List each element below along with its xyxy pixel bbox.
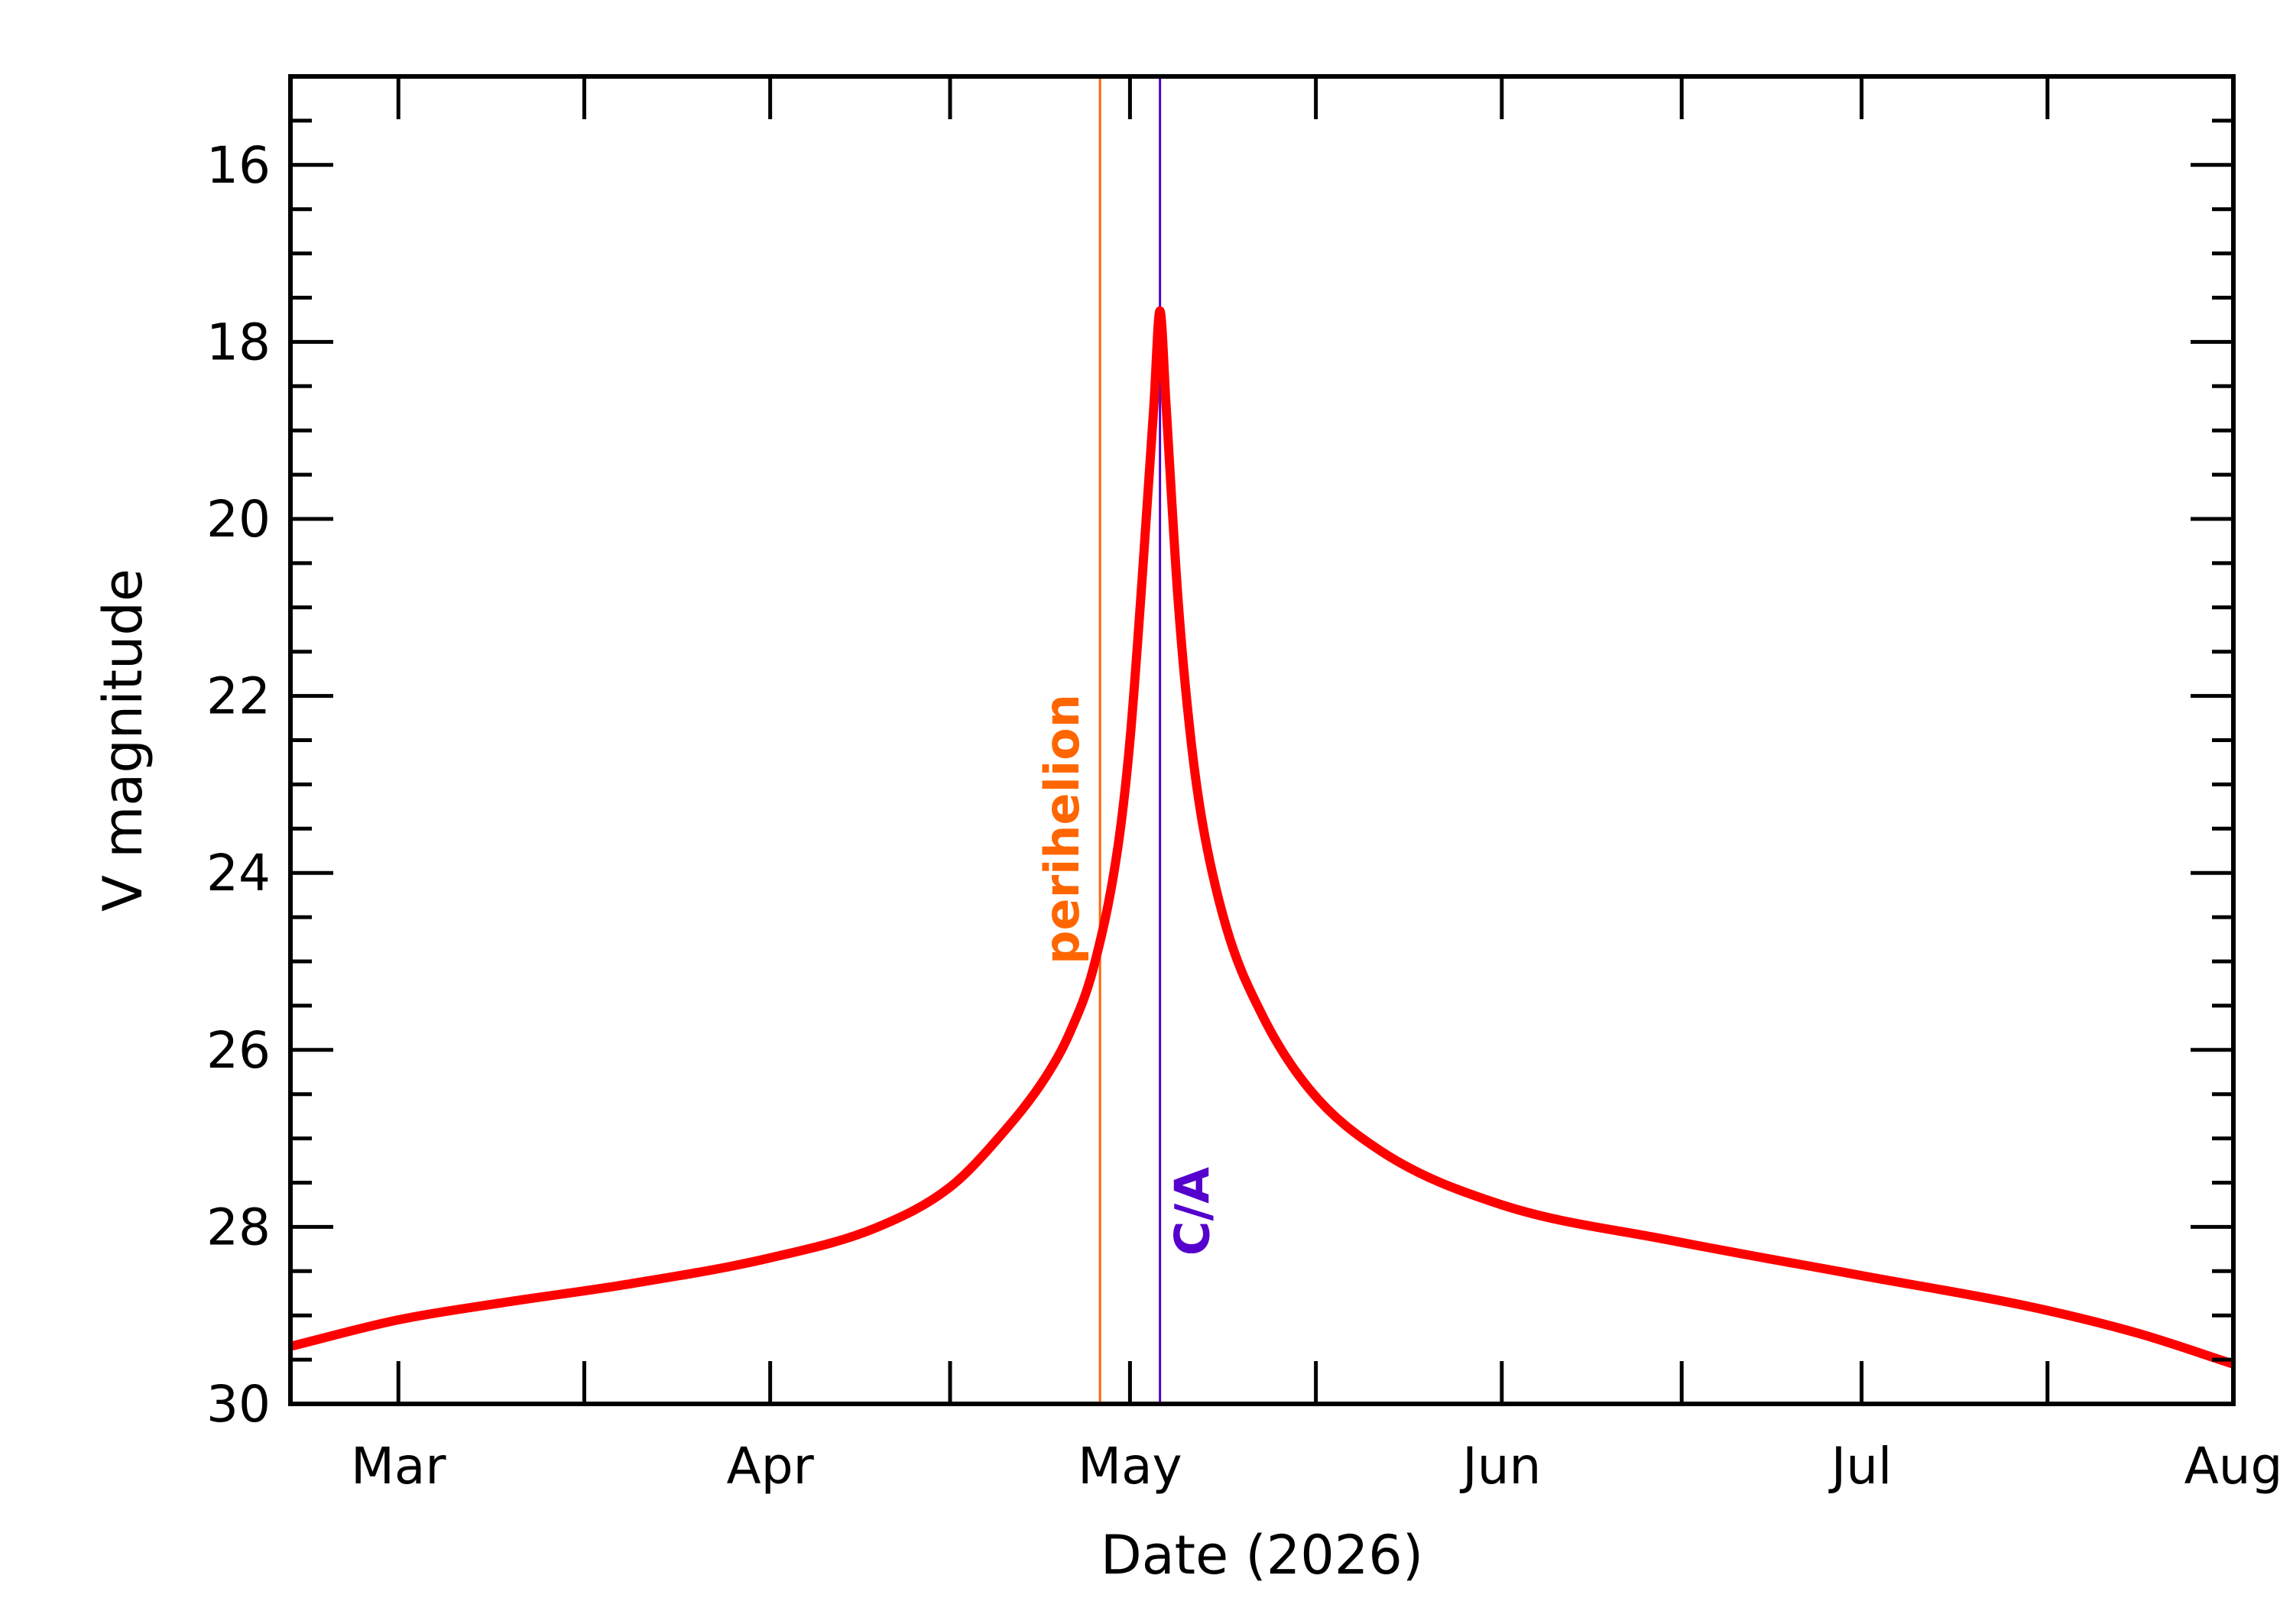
series-layer [290,306,2233,1369]
y-tick-label: 28 [206,1198,271,1256]
y-tick-label: 22 [206,667,271,726]
x-tick-label: May [1078,1437,1182,1496]
y-tick-label: 16 [206,136,271,195]
x-tick-label: Jun [1459,1437,1541,1496]
y-tick-label: 20 [206,490,271,549]
x-tick-label: Apr [727,1437,815,1496]
x-tick-label: Jul [1828,1437,1892,1496]
y-axis-label: V magnitude [92,569,154,912]
marker-label: perihelion [1034,694,1090,964]
y-tick-label: 26 [206,1021,271,1080]
y-tick-label: 24 [206,844,271,903]
x-tick-label: Aug [2184,1437,2283,1496]
event-markers: perihelion C/A [1034,76,1221,1404]
plot-frame [288,74,2236,1406]
marker-label: C/A [1165,1167,1221,1256]
tick-labels: 16 18 20 22 24 26 28 30 Mar Apr May Jun Jul Aug [206,136,2282,1496]
x-axis-label: Date (2026) [1101,1524,1423,1587]
ticks [290,74,2236,1406]
x-tick-label: Mar [351,1437,446,1496]
magnitude-series-line [290,306,2233,1369]
y-tick-label: 30 [206,1375,271,1434]
y-tick-label: 18 [206,313,271,371]
